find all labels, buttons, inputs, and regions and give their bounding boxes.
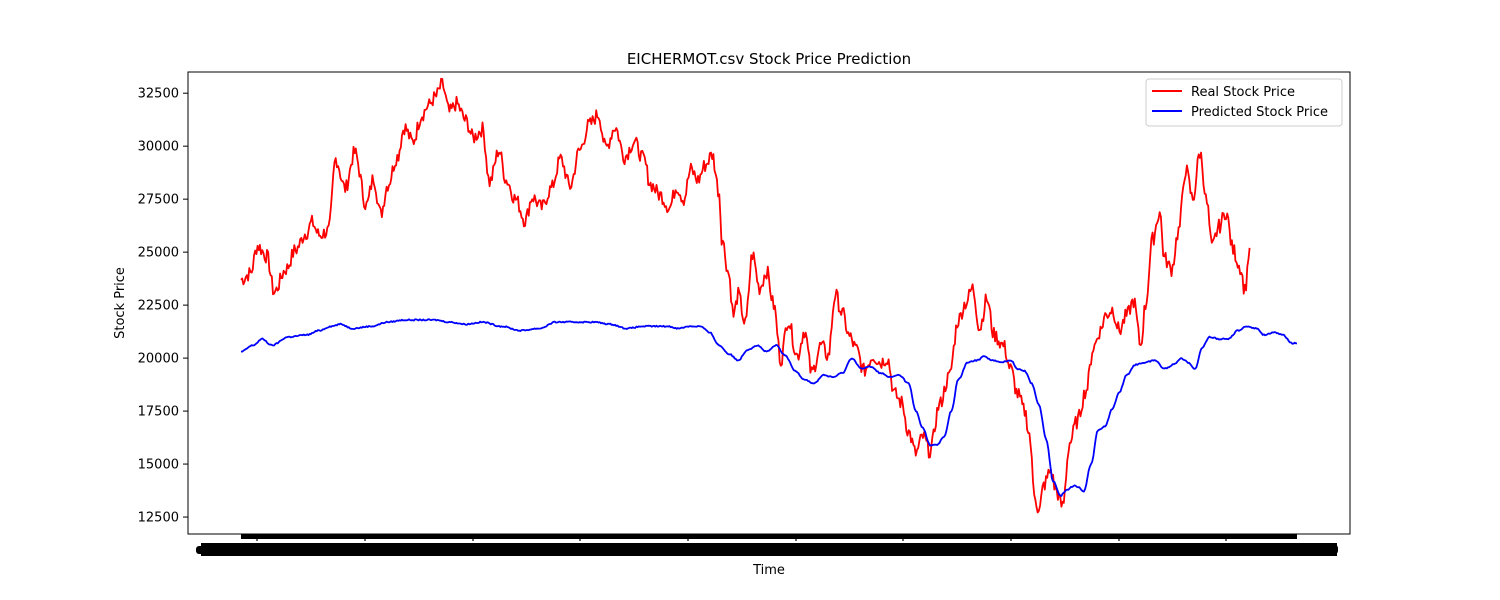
y-tick-label: 22500 [138,299,179,314]
legend-entry-predicted: Predicted Stock Price [1191,105,1328,120]
legend-box [1145,78,1343,127]
x-axis [196,534,1338,556]
series-line-real [240,77,1251,514]
y-tick-label: 32500 [138,87,179,102]
series-line-predicted [240,318,1298,497]
x-axis-label: Time [752,563,785,578]
y-tick-label: 25000 [138,246,179,261]
x-tick-label-edge [1330,545,1338,554]
y-tick-label: 20000 [138,352,179,367]
y-tick-label: 27500 [138,193,179,208]
chart-title: EICHERMOT.csv Stock Price Prediction [627,50,911,68]
series-layer [240,77,1298,514]
y-tick-label: 15000 [138,458,179,473]
x-tick-marks [241,534,1297,539]
x-tick-labels-overlapped [201,543,1337,556]
y-tick-label: 30000 [138,140,179,155]
x-tick-label-edge [196,546,205,554]
y-tick-label: 17500 [138,405,179,420]
y-axis: 12500 15000 17500 20000 22500 25000 27500 30000… [138,87,188,526]
y-tick-label: 12500 [138,511,179,526]
legend: Real Stock Price Predicted Stock Price [1145,78,1343,127]
y-axis-label: Stock Price [113,267,128,339]
legend-entry-real: Real Stock Price [1191,85,1295,100]
